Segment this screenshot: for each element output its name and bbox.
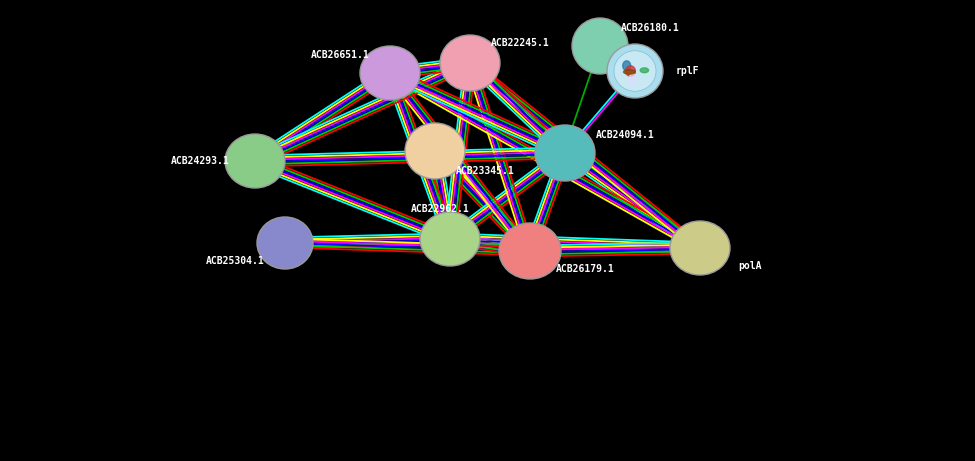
Text: ACB24094.1: ACB24094.1 — [596, 130, 654, 140]
Ellipse shape — [405, 123, 465, 179]
Ellipse shape — [440, 35, 500, 91]
Text: ACB25304.1: ACB25304.1 — [206, 256, 264, 266]
Ellipse shape — [626, 66, 636, 76]
Ellipse shape — [623, 70, 636, 74]
Text: rplF: rplF — [676, 66, 699, 76]
Ellipse shape — [670, 221, 730, 275]
Ellipse shape — [360, 46, 420, 100]
Ellipse shape — [420, 212, 480, 266]
Ellipse shape — [225, 134, 285, 188]
Text: ACB23345.1: ACB23345.1 — [455, 166, 515, 176]
Ellipse shape — [499, 223, 561, 279]
Ellipse shape — [641, 68, 648, 73]
Text: ACB26651.1: ACB26651.1 — [311, 50, 370, 60]
Ellipse shape — [572, 18, 628, 74]
Ellipse shape — [535, 125, 595, 181]
Ellipse shape — [607, 44, 663, 98]
Ellipse shape — [629, 74, 636, 85]
Ellipse shape — [257, 217, 313, 269]
Ellipse shape — [623, 61, 631, 71]
Text: ACB22962.1: ACB22962.1 — [410, 204, 469, 214]
Text: polA: polA — [738, 261, 761, 271]
Text: ACB26180.1: ACB26180.1 — [621, 23, 680, 33]
Text: ACB22245.1: ACB22245.1 — [490, 38, 549, 48]
Text: ACB26179.1: ACB26179.1 — [556, 264, 614, 274]
Ellipse shape — [614, 51, 656, 91]
Text: ACB24293.1: ACB24293.1 — [171, 156, 229, 166]
